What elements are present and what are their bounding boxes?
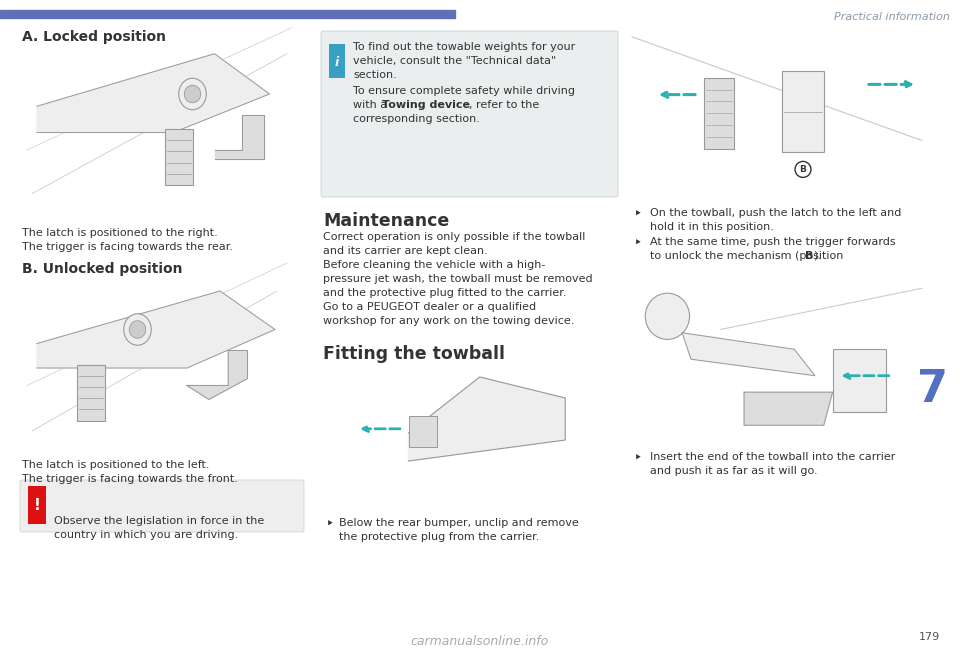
Text: Before cleaning the vehicle with a high-: Before cleaning the vehicle with a high-	[323, 260, 545, 270]
Text: To ensure complete safety while driving: To ensure complete safety while driving	[353, 86, 575, 96]
Text: Observe the legislation in force in the: Observe the legislation in force in the	[54, 516, 264, 526]
Text: ‣: ‣	[634, 208, 642, 222]
Text: The trigger is facing towards the front.: The trigger is facing towards the front.	[22, 474, 238, 484]
Text: country in which you are driving.: country in which you are driving.	[54, 530, 238, 540]
Text: A. Locked position: A. Locked position	[22, 30, 166, 44]
Text: hold it in this position.: hold it in this position.	[650, 222, 774, 232]
Bar	[704, 78, 734, 149]
Text: section.: section.	[353, 70, 396, 80]
Text: To find out the towable weights for your: To find out the towable weights for your	[353, 42, 575, 52]
Bar	[329, 44, 345, 78]
Text: !: !	[34, 498, 40, 513]
Text: Correct operation is only possible if the towball: Correct operation is only possible if th…	[323, 232, 586, 242]
Text: vehicle, consult the "Technical data": vehicle, consult the "Technical data"	[353, 56, 556, 66]
Text: , refer to the: , refer to the	[469, 100, 540, 110]
Text: The trigger is facing towards the rear.: The trigger is facing towards the rear.	[22, 242, 233, 252]
Text: The latch is positioned to the right.: The latch is positioned to the right.	[22, 228, 218, 238]
Bar	[28, 486, 46, 524]
Ellipse shape	[130, 321, 146, 338]
Ellipse shape	[795, 162, 811, 177]
Polygon shape	[683, 333, 815, 376]
Text: Towing device: Towing device	[382, 100, 470, 110]
Text: and the protective plug fitted to the carrier.: and the protective plug fitted to the ca…	[323, 288, 566, 298]
Polygon shape	[37, 291, 275, 368]
Polygon shape	[409, 377, 565, 461]
Text: At the same time, push the trigger forwards: At the same time, push the trigger forwa…	[650, 237, 896, 247]
Text: 179: 179	[919, 632, 940, 642]
Text: Insert the end of the towball into the carrier: Insert the end of the towball into the c…	[650, 452, 896, 462]
Text: with a: with a	[353, 100, 391, 110]
Text: carmanualsonline.info: carmanualsonline.info	[411, 635, 549, 648]
Text: 7: 7	[917, 369, 948, 411]
Text: B: B	[804, 251, 813, 261]
Text: and its carrier are kept clean.: and its carrier are kept clean.	[323, 246, 488, 256]
Text: workshop for any work on the towing device.: workshop for any work on the towing devi…	[323, 316, 574, 326]
Text: Maintenance: Maintenance	[323, 212, 449, 230]
Bar	[832, 349, 886, 412]
Text: to unlock the mechanism (position: to unlock the mechanism (position	[650, 251, 847, 261]
Bar	[77, 365, 105, 421]
Bar	[782, 71, 824, 153]
Text: B: B	[800, 165, 806, 174]
Bar	[0, 10, 455, 18]
Polygon shape	[187, 350, 248, 400]
Ellipse shape	[184, 85, 201, 103]
Text: Fitting the towball: Fitting the towball	[323, 345, 505, 363]
Polygon shape	[37, 54, 270, 132]
Text: ‣: ‣	[326, 518, 334, 532]
Text: B. Unlocked position: B. Unlocked position	[22, 262, 182, 276]
Polygon shape	[214, 115, 264, 159]
Polygon shape	[744, 392, 832, 425]
Text: ).: ).	[813, 251, 821, 261]
Bar	[409, 416, 437, 447]
Text: ‣: ‣	[634, 452, 642, 466]
FancyBboxPatch shape	[321, 31, 618, 197]
Text: On the towball, push the latch to the left and: On the towball, push the latch to the le…	[650, 208, 901, 218]
Ellipse shape	[124, 313, 152, 345]
Text: the protective plug from the carrier.: the protective plug from the carrier.	[339, 532, 540, 542]
Text: and push it as far as it will go.: and push it as far as it will go.	[650, 466, 818, 476]
Text: corresponding section.: corresponding section.	[353, 114, 480, 124]
Text: i: i	[335, 56, 339, 69]
Ellipse shape	[179, 79, 206, 110]
Text: ‣: ‣	[634, 237, 642, 251]
FancyBboxPatch shape	[20, 480, 304, 532]
Text: pressure jet wash, the towball must be removed: pressure jet wash, the towball must be r…	[323, 274, 592, 284]
Ellipse shape	[645, 293, 689, 339]
Bar	[165, 129, 193, 185]
Text: The latch is positioned to the left.: The latch is positioned to the left.	[22, 460, 209, 470]
Text: Below the rear bumper, unclip and remove: Below the rear bumper, unclip and remove	[339, 518, 579, 528]
Text: Go to a PEUGEOT dealer or a qualified: Go to a PEUGEOT dealer or a qualified	[323, 302, 536, 312]
Text: Practical information: Practical information	[834, 12, 950, 22]
